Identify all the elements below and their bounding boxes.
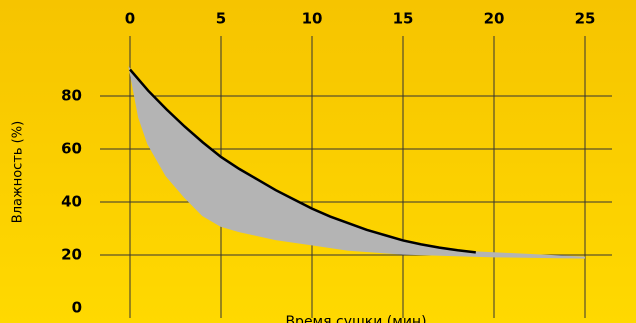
y-tick-label: 0 [72,299,82,317]
x-tick-label: 25 [575,10,596,28]
y-tick-label: 20 [61,246,82,264]
upper-line [129,68,476,254]
y-tick-label: 60 [61,140,82,158]
x-axis-label: Время сушки (мин) [285,314,426,323]
x-tick-label: 10 [302,10,323,28]
y-tick-label: 80 [61,87,82,105]
x-tick-label: 5 [216,10,226,28]
x-tick-label: 20 [484,10,505,28]
x-tick-label: 15 [393,10,414,28]
y-tick-label: 40 [61,193,82,211]
y-axis-label: Влажность (%) [11,121,26,223]
x-tick-label: 0 [125,10,135,28]
